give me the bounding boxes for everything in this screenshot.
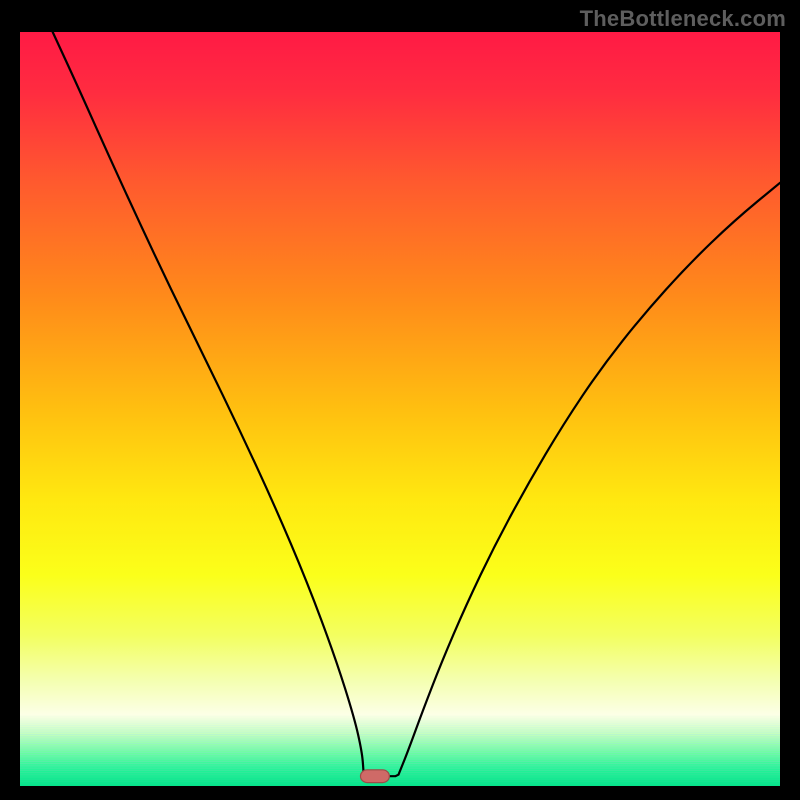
bottleneck-chart [20,32,780,786]
gradient-background [20,32,780,786]
chart-frame: TheBottleneck.com [0,0,800,800]
watermark-text: TheBottleneck.com [580,6,786,32]
plot-area [20,32,780,786]
notch-marker [360,770,389,783]
